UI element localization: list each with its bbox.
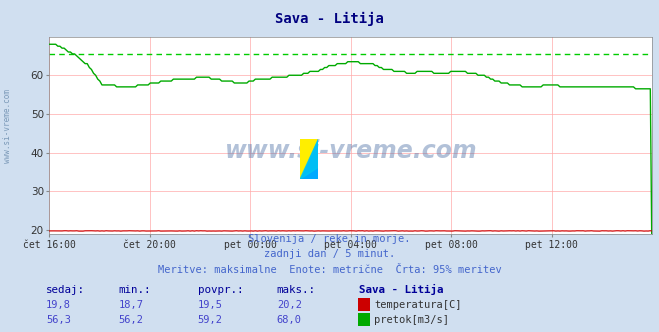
Text: 59,2: 59,2 (198, 315, 223, 325)
Text: 19,5: 19,5 (198, 300, 223, 310)
Text: maks.:: maks.: (277, 285, 316, 295)
Text: Sava - Litija: Sava - Litija (359, 284, 444, 295)
Text: temperatura[C]: temperatura[C] (374, 300, 462, 310)
Polygon shape (300, 139, 318, 179)
Text: 18,7: 18,7 (119, 300, 144, 310)
Text: 56,2: 56,2 (119, 315, 144, 325)
Text: Slovenija / reke in morje.: Slovenija / reke in morje. (248, 234, 411, 244)
Polygon shape (300, 139, 318, 179)
Text: 20,2: 20,2 (277, 300, 302, 310)
Text: pretok[m3/s]: pretok[m3/s] (374, 315, 449, 325)
Text: Sava - Litija: Sava - Litija (275, 12, 384, 26)
Polygon shape (300, 139, 318, 179)
Text: sedaj:: sedaj: (46, 285, 85, 295)
Text: min.:: min.: (119, 285, 151, 295)
Text: 68,0: 68,0 (277, 315, 302, 325)
Text: www.si-vreme.com: www.si-vreme.com (3, 89, 13, 163)
Text: 19,8: 19,8 (46, 300, 71, 310)
Text: povpr.:: povpr.: (198, 285, 243, 295)
Text: www.si-vreme.com: www.si-vreme.com (225, 139, 477, 163)
Text: zadnji dan / 5 minut.: zadnji dan / 5 minut. (264, 249, 395, 259)
Text: 56,3: 56,3 (46, 315, 71, 325)
Text: Meritve: maksimalne  Enote: metrične  Črta: 95% meritev: Meritve: maksimalne Enote: metrične Črta… (158, 265, 501, 275)
